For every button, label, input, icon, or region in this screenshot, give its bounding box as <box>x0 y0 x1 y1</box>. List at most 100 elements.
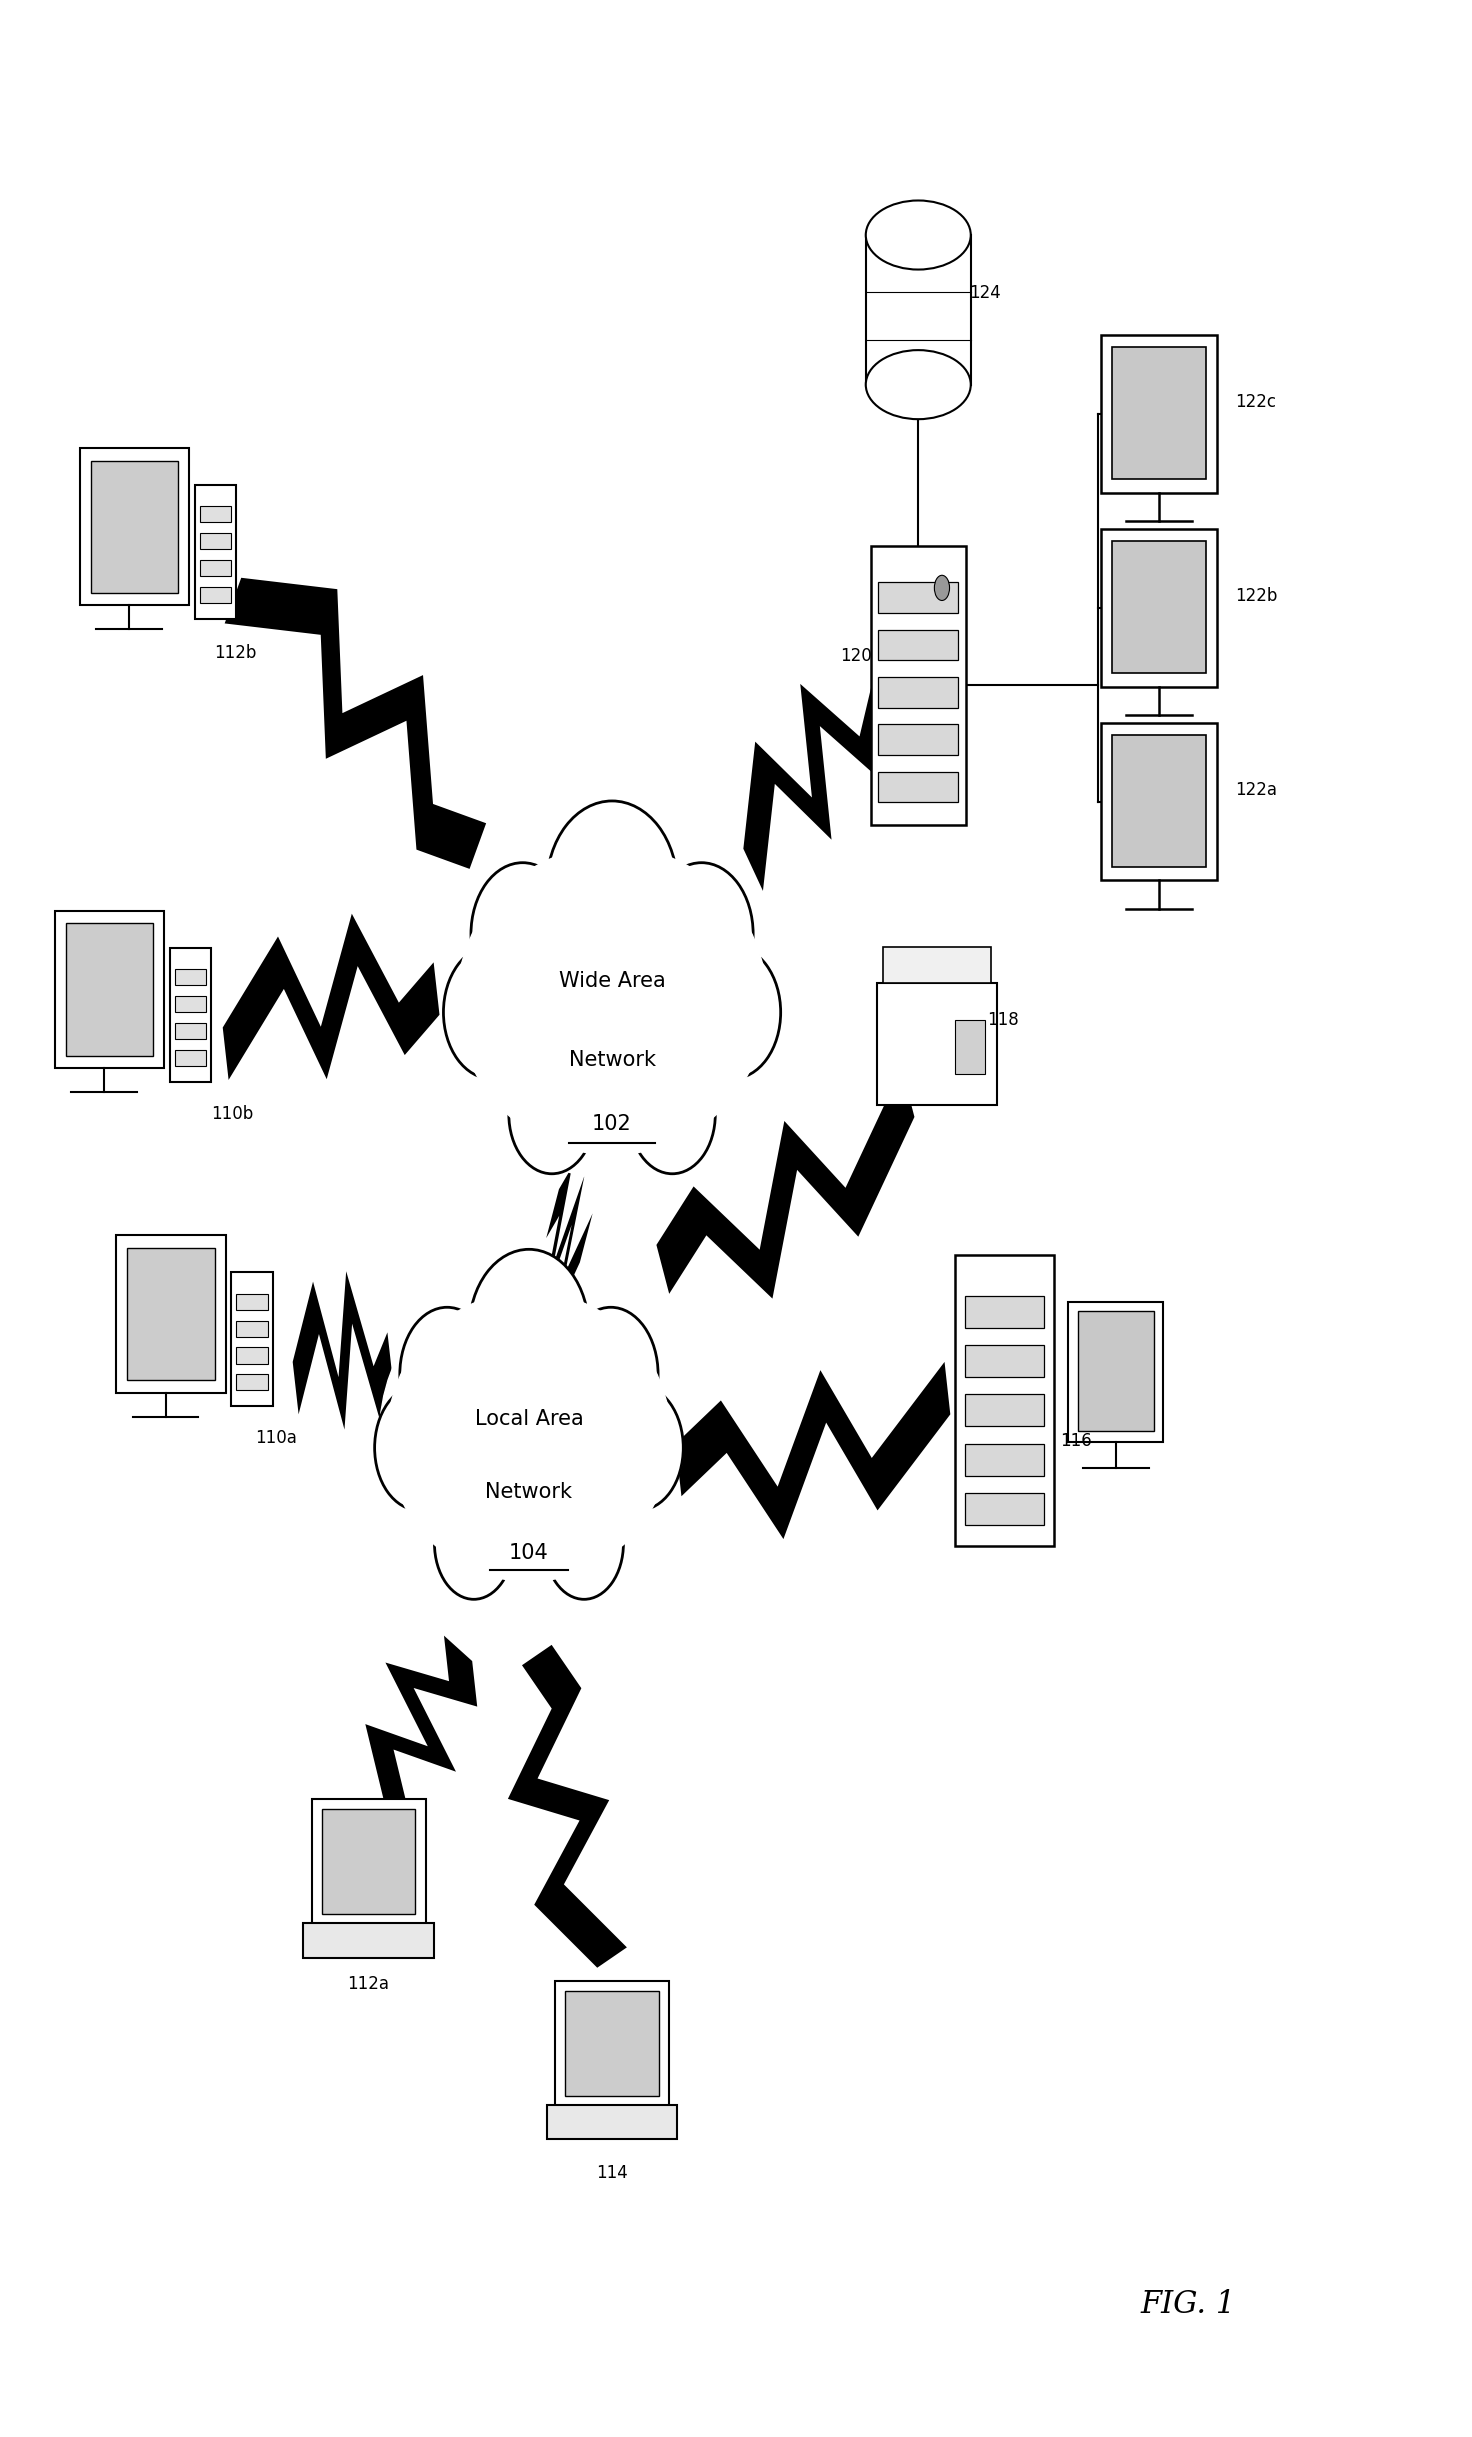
Ellipse shape <box>651 863 754 1004</box>
FancyBboxPatch shape <box>322 1808 415 1915</box>
Text: 124: 124 <box>969 283 1001 302</box>
FancyBboxPatch shape <box>1078 1311 1154 1431</box>
Text: 122c: 122c <box>1235 392 1276 412</box>
FancyBboxPatch shape <box>312 1799 425 1925</box>
FancyBboxPatch shape <box>200 534 231 548</box>
FancyBboxPatch shape <box>175 997 206 1011</box>
FancyBboxPatch shape <box>866 234 970 385</box>
Polygon shape <box>365 1635 477 1837</box>
Text: 122a: 122a <box>1235 780 1276 799</box>
FancyBboxPatch shape <box>877 985 997 1104</box>
Ellipse shape <box>595 1384 683 1511</box>
Text: 110b: 110b <box>210 1104 253 1123</box>
Ellipse shape <box>629 1055 715 1175</box>
Text: 110a: 110a <box>255 1431 297 1448</box>
Ellipse shape <box>443 946 540 1080</box>
FancyBboxPatch shape <box>236 1321 268 1338</box>
Text: 118: 118 <box>986 1011 1019 1028</box>
FancyBboxPatch shape <box>236 1374 268 1389</box>
Ellipse shape <box>684 946 780 1080</box>
FancyBboxPatch shape <box>231 1272 272 1406</box>
Ellipse shape <box>458 846 767 1155</box>
FancyBboxPatch shape <box>964 1345 1044 1377</box>
FancyBboxPatch shape <box>1113 541 1206 673</box>
FancyBboxPatch shape <box>871 546 966 824</box>
FancyBboxPatch shape <box>879 629 958 660</box>
Ellipse shape <box>866 200 970 271</box>
Text: 114: 114 <box>596 2164 629 2181</box>
Text: 122b: 122b <box>1235 587 1278 604</box>
Polygon shape <box>293 1272 393 1431</box>
FancyBboxPatch shape <box>236 1348 268 1365</box>
FancyBboxPatch shape <box>303 1923 434 1957</box>
Ellipse shape <box>546 802 677 972</box>
Ellipse shape <box>470 1250 589 1411</box>
Text: Wide Area: Wide Area <box>559 972 665 992</box>
Polygon shape <box>508 1645 627 1967</box>
Ellipse shape <box>471 863 574 1004</box>
Text: 116: 116 <box>1060 1431 1091 1450</box>
FancyBboxPatch shape <box>175 1024 206 1038</box>
Polygon shape <box>222 914 440 1080</box>
FancyBboxPatch shape <box>236 1294 268 1311</box>
FancyBboxPatch shape <box>879 677 958 707</box>
Ellipse shape <box>509 1055 595 1175</box>
FancyBboxPatch shape <box>883 948 991 985</box>
Polygon shape <box>657 1067 914 1299</box>
Circle shape <box>935 575 949 600</box>
Ellipse shape <box>387 1292 671 1582</box>
FancyBboxPatch shape <box>879 773 958 802</box>
Polygon shape <box>743 685 892 892</box>
FancyBboxPatch shape <box>555 1981 670 2106</box>
Ellipse shape <box>449 821 776 1180</box>
FancyBboxPatch shape <box>1101 336 1217 492</box>
Text: 120: 120 <box>841 648 871 665</box>
FancyBboxPatch shape <box>66 924 153 1055</box>
FancyBboxPatch shape <box>1101 529 1217 687</box>
FancyBboxPatch shape <box>955 1019 985 1075</box>
FancyBboxPatch shape <box>1113 346 1206 480</box>
FancyBboxPatch shape <box>91 461 178 592</box>
Ellipse shape <box>545 1489 624 1599</box>
Text: 102: 102 <box>592 1114 631 1133</box>
FancyBboxPatch shape <box>54 911 165 1067</box>
FancyBboxPatch shape <box>964 1394 1044 1426</box>
Ellipse shape <box>380 1270 679 1604</box>
FancyBboxPatch shape <box>964 1494 1044 1526</box>
Text: 112a: 112a <box>347 1974 390 1993</box>
FancyBboxPatch shape <box>116 1236 225 1394</box>
FancyBboxPatch shape <box>79 448 190 604</box>
FancyBboxPatch shape <box>879 724 958 755</box>
Ellipse shape <box>434 1489 514 1599</box>
FancyBboxPatch shape <box>964 1296 1044 1328</box>
Polygon shape <box>225 578 486 870</box>
FancyBboxPatch shape <box>194 485 236 619</box>
Ellipse shape <box>564 1306 658 1440</box>
FancyBboxPatch shape <box>200 507 231 522</box>
FancyBboxPatch shape <box>1113 734 1206 868</box>
Polygon shape <box>676 1362 951 1540</box>
Ellipse shape <box>866 351 970 419</box>
FancyBboxPatch shape <box>127 1248 215 1379</box>
FancyBboxPatch shape <box>964 1443 1044 1477</box>
FancyBboxPatch shape <box>955 1255 1054 1545</box>
FancyBboxPatch shape <box>175 970 206 985</box>
Ellipse shape <box>374 1384 462 1511</box>
Text: 112b: 112b <box>213 643 256 663</box>
FancyBboxPatch shape <box>169 948 212 1082</box>
Text: Network: Network <box>486 1482 573 1501</box>
FancyBboxPatch shape <box>200 587 231 602</box>
Polygon shape <box>540 1167 593 1321</box>
Text: Local Area: Local Area <box>474 1409 583 1428</box>
Text: 104: 104 <box>509 1543 549 1562</box>
FancyBboxPatch shape <box>200 561 231 575</box>
Ellipse shape <box>400 1306 495 1440</box>
FancyBboxPatch shape <box>175 1050 206 1065</box>
FancyBboxPatch shape <box>548 2106 677 2140</box>
Text: Network: Network <box>568 1050 655 1070</box>
FancyBboxPatch shape <box>879 582 958 614</box>
FancyBboxPatch shape <box>1101 724 1217 880</box>
FancyBboxPatch shape <box>1069 1301 1163 1443</box>
Text: FIG. 1: FIG. 1 <box>1141 2288 1235 2320</box>
FancyBboxPatch shape <box>565 1991 659 2096</box>
